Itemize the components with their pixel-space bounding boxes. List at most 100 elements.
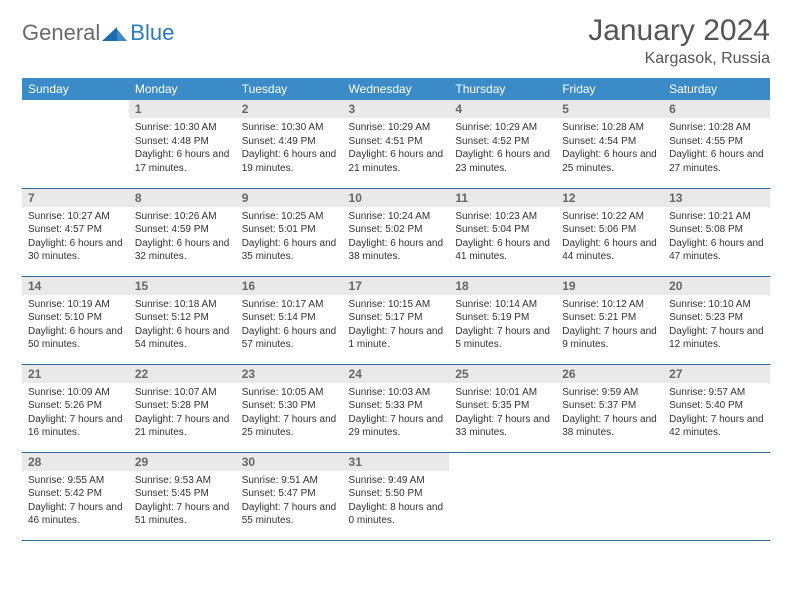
day-number: 14 bbox=[22, 277, 129, 295]
day-number: 30 bbox=[236, 453, 343, 471]
day-number: 28 bbox=[22, 453, 129, 471]
day-info: Sunrise: 10:30 AMSunset: 4:49 PMDaylight… bbox=[236, 118, 343, 179]
daylight-line: Daylight: 7 hours and 38 minutes. bbox=[562, 413, 657, 440]
calendar-week: 7Sunrise: 10:27 AMSunset: 4:57 PMDayligh… bbox=[22, 188, 770, 276]
sunset-line: Sunset: 4:55 PM bbox=[669, 135, 764, 149]
calendar-day-blank bbox=[449, 452, 556, 540]
brand-logo: General Blue bbox=[22, 20, 174, 46]
day-info: Sunrise: 10:10 AMSunset: 5:23 PMDaylight… bbox=[663, 295, 770, 356]
day-info: Sunrise: 10:01 AMSunset: 5:35 PMDaylight… bbox=[449, 383, 556, 444]
sunset-line: Sunset: 5:28 PM bbox=[135, 399, 230, 413]
sunrise-line: Sunrise: 10:21 AM bbox=[669, 210, 764, 224]
daylight-line: Daylight: 6 hours and 54 minutes. bbox=[135, 325, 230, 352]
sunrise-line: Sunrise: 10:23 AM bbox=[455, 210, 550, 224]
sunrise-line: Sunrise: 9:57 AM bbox=[669, 386, 764, 400]
dow-wednesday: Wednesday bbox=[343, 78, 450, 100]
calendar-week: 1Sunrise: 10:30 AMSunset: 4:48 PMDayligh… bbox=[22, 100, 770, 188]
sunset-line: Sunset: 5:17 PM bbox=[349, 311, 444, 325]
day-number: 23 bbox=[236, 365, 343, 383]
sunrise-line: Sunrise: 9:53 AM bbox=[135, 474, 230, 488]
sunset-line: Sunset: 5:01 PM bbox=[242, 223, 337, 237]
calendar-day: 4Sunrise: 10:29 AMSunset: 4:52 PMDayligh… bbox=[449, 100, 556, 188]
calendar-day: 21Sunrise: 10:09 AMSunset: 5:26 PMDaylig… bbox=[22, 364, 129, 452]
daylight-line: Daylight: 7 hours and 33 minutes. bbox=[455, 413, 550, 440]
sunset-line: Sunset: 4:49 PM bbox=[242, 135, 337, 149]
sunrise-line: Sunrise: 10:12 AM bbox=[562, 298, 657, 312]
daylight-line: Daylight: 7 hours and 9 minutes. bbox=[562, 325, 657, 352]
day-number: 16 bbox=[236, 277, 343, 295]
sunrise-line: Sunrise: 10:14 AM bbox=[455, 298, 550, 312]
sunset-line: Sunset: 4:52 PM bbox=[455, 135, 550, 149]
daylight-line: Daylight: 6 hours and 23 minutes. bbox=[455, 148, 550, 175]
daylight-line: Daylight: 7 hours and 29 minutes. bbox=[349, 413, 444, 440]
sunrise-line: Sunrise: 10:30 AM bbox=[135, 121, 230, 135]
calendar-week: 14Sunrise: 10:19 AMSunset: 5:10 PMDaylig… bbox=[22, 276, 770, 364]
sunset-line: Sunset: 5:10 PM bbox=[28, 311, 123, 325]
day-info: Sunrise: 10:21 AMSunset: 5:08 PMDaylight… bbox=[663, 207, 770, 268]
daylight-line: Daylight: 7 hours and 21 minutes. bbox=[135, 413, 230, 440]
sunrise-line: Sunrise: 10:25 AM bbox=[242, 210, 337, 224]
day-number: 22 bbox=[129, 365, 236, 383]
dow-monday: Monday bbox=[129, 78, 236, 100]
day-info: Sunrise: 9:53 AMSunset: 5:45 PMDaylight:… bbox=[129, 471, 236, 532]
sunrise-line: Sunrise: 10:22 AM bbox=[562, 210, 657, 224]
day-info: Sunrise: 10:28 AMSunset: 4:54 PMDaylight… bbox=[556, 118, 663, 179]
day-info: Sunrise: 9:59 AMSunset: 5:37 PMDaylight:… bbox=[556, 383, 663, 444]
calendar-day: 19Sunrise: 10:12 AMSunset: 5:21 PMDaylig… bbox=[556, 276, 663, 364]
calendar-day: 25Sunrise: 10:01 AMSunset: 5:35 PMDaylig… bbox=[449, 364, 556, 452]
sunrise-line: Sunrise: 10:15 AM bbox=[349, 298, 444, 312]
sunrise-line: Sunrise: 10:29 AM bbox=[455, 121, 550, 135]
sunrise-line: Sunrise: 10:10 AM bbox=[669, 298, 764, 312]
daylight-line: Daylight: 6 hours and 35 minutes. bbox=[242, 237, 337, 264]
calendar-day: 24Sunrise: 10:03 AMSunset: 5:33 PMDaylig… bbox=[343, 364, 450, 452]
sunset-line: Sunset: 4:48 PM bbox=[135, 135, 230, 149]
daylight-line: Daylight: 6 hours and 50 minutes. bbox=[28, 325, 123, 352]
title-block: January 2024 Kargasok, Russia bbox=[588, 14, 770, 68]
calendar-week: 28Sunrise: 9:55 AMSunset: 5:42 PMDayligh… bbox=[22, 452, 770, 540]
sunset-line: Sunset: 4:57 PM bbox=[28, 223, 123, 237]
daylight-line: Daylight: 6 hours and 21 minutes. bbox=[349, 148, 444, 175]
day-number: 5 bbox=[556, 100, 663, 118]
day-info: Sunrise: 9:49 AMSunset: 5:50 PMDaylight:… bbox=[343, 471, 450, 532]
sunrise-line: Sunrise: 10:05 AM bbox=[242, 386, 337, 400]
calendar-day: 23Sunrise: 10:05 AMSunset: 5:30 PMDaylig… bbox=[236, 364, 343, 452]
sunrise-line: Sunrise: 9:49 AM bbox=[349, 474, 444, 488]
daylight-line: Daylight: 6 hours and 32 minutes. bbox=[135, 237, 230, 264]
sunrise-line: Sunrise: 10:07 AM bbox=[135, 386, 230, 400]
day-info: Sunrise: 10:15 AMSunset: 5:17 PMDaylight… bbox=[343, 295, 450, 356]
day-number: 25 bbox=[449, 365, 556, 383]
calendar-day: 12Sunrise: 10:22 AMSunset: 5:06 PMDaylig… bbox=[556, 188, 663, 276]
daylight-line: Daylight: 6 hours and 25 minutes. bbox=[562, 148, 657, 175]
day-info: Sunrise: 10:07 AMSunset: 5:28 PMDaylight… bbox=[129, 383, 236, 444]
sunrise-line: Sunrise: 10:28 AM bbox=[562, 121, 657, 135]
calendar-day: 20Sunrise: 10:10 AMSunset: 5:23 PMDaylig… bbox=[663, 276, 770, 364]
location-label: Kargasok, Russia bbox=[588, 50, 770, 68]
day-info: Sunrise: 10:29 AMSunset: 4:52 PMDaylight… bbox=[449, 118, 556, 179]
daylight-line: Daylight: 7 hours and 25 minutes. bbox=[242, 413, 337, 440]
day-info: Sunrise: 10:18 AMSunset: 5:12 PMDaylight… bbox=[129, 295, 236, 356]
day-info: Sunrise: 10:17 AMSunset: 5:14 PMDaylight… bbox=[236, 295, 343, 356]
daylight-line: Daylight: 7 hours and 51 minutes. bbox=[135, 501, 230, 528]
calendar-day: 27Sunrise: 9:57 AMSunset: 5:40 PMDayligh… bbox=[663, 364, 770, 452]
day-info: Sunrise: 10:05 AMSunset: 5:30 PMDaylight… bbox=[236, 383, 343, 444]
day-number: 15 bbox=[129, 277, 236, 295]
sunrise-line: Sunrise: 10:27 AM bbox=[28, 210, 123, 224]
dow-row: Sunday Monday Tuesday Wednesday Thursday… bbox=[22, 78, 770, 100]
sunrise-line: Sunrise: 10:01 AM bbox=[455, 386, 550, 400]
calendar-day: 9Sunrise: 10:25 AMSunset: 5:01 PMDayligh… bbox=[236, 188, 343, 276]
calendar-day: 2Sunrise: 10:30 AMSunset: 4:49 PMDayligh… bbox=[236, 100, 343, 188]
day-info: Sunrise: 10:29 AMSunset: 4:51 PMDaylight… bbox=[343, 118, 450, 179]
calendar-day: 26Sunrise: 9:59 AMSunset: 5:37 PMDayligh… bbox=[556, 364, 663, 452]
day-info: Sunrise: 10:26 AMSunset: 4:59 PMDaylight… bbox=[129, 207, 236, 268]
sunset-line: Sunset: 5:23 PM bbox=[669, 311, 764, 325]
calendar-day: 28Sunrise: 9:55 AMSunset: 5:42 PMDayligh… bbox=[22, 452, 129, 540]
calendar-day-blank bbox=[556, 452, 663, 540]
daylight-line: Daylight: 6 hours and 38 minutes. bbox=[349, 237, 444, 264]
calendar-week: 21Sunrise: 10:09 AMSunset: 5:26 PMDaylig… bbox=[22, 364, 770, 452]
sunrise-line: Sunrise: 10:18 AM bbox=[135, 298, 230, 312]
month-title: January 2024 bbox=[588, 14, 770, 48]
daylight-line: Daylight: 6 hours and 17 minutes. bbox=[135, 148, 230, 175]
sunset-line: Sunset: 5:06 PM bbox=[562, 223, 657, 237]
calendar-day: 18Sunrise: 10:14 AMSunset: 5:19 PMDaylig… bbox=[449, 276, 556, 364]
day-number: 3 bbox=[343, 100, 450, 118]
